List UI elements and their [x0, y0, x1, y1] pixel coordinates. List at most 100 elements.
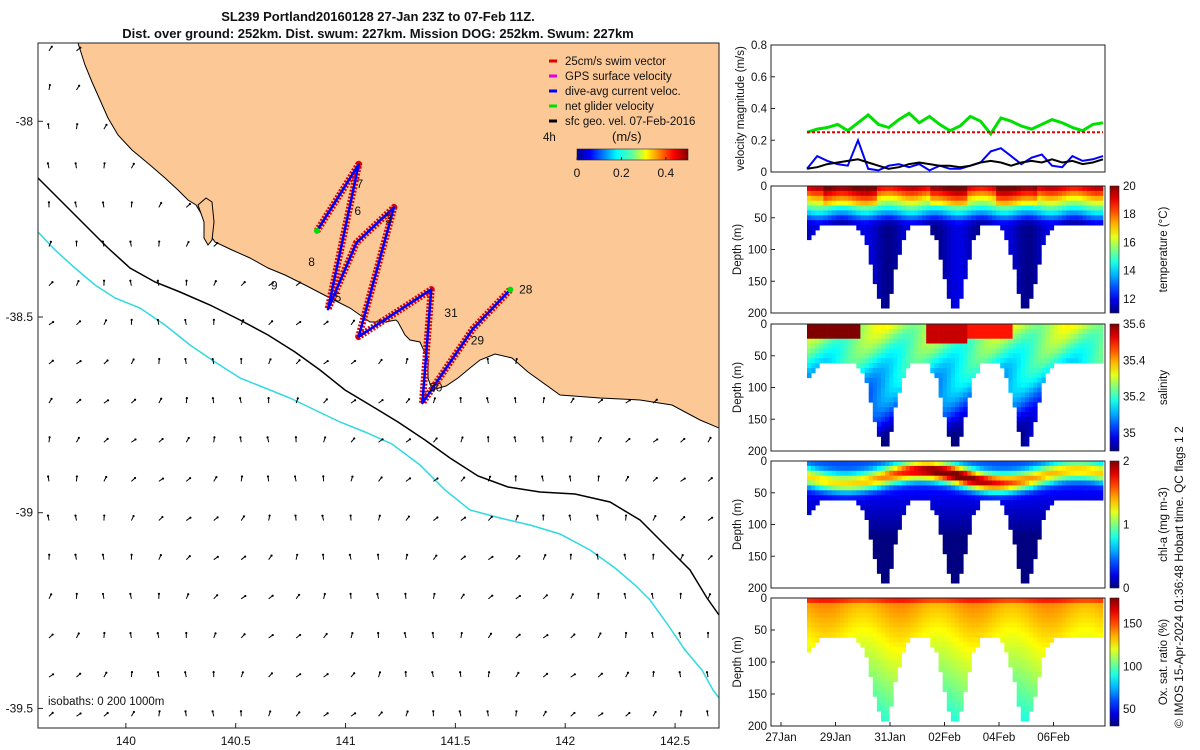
heatmap-cell: [856, 490, 861, 496]
heatmap-cell: [876, 288, 882, 294]
heatmap-cell: [1029, 475, 1034, 481]
heatmap-cell: [959, 701, 964, 707]
heatmap-cell: [996, 186, 1001, 192]
heatmap-cell: [1020, 544, 1026, 550]
heatmap-cell: [881, 662, 886, 668]
heatmap-cell: [876, 657, 882, 663]
heatmap-cell: [950, 278, 956, 285]
heatmap-cell: [963, 612, 968, 619]
geo-vel-arrowhead: [129, 631, 132, 635]
heatmap-cell: [897, 324, 902, 330]
geo-vel-arrowhead: [513, 436, 516, 439]
geo-vel-arrowhead: [408, 477, 412, 480]
heatmap-cell: [905, 627, 911, 633]
heatmap-cell: [876, 480, 882, 486]
heatmap-cell: [885, 368, 890, 374]
heatmap-cell: [942, 411, 948, 418]
heatmap-cell: [1053, 465, 1059, 472]
heatmap-cell: [975, 505, 981, 511]
heatmap-cell: [1061, 495, 1067, 501]
geo-vel-arrowhead: [299, 320, 302, 324]
heatmap-cell: [881, 244, 886, 250]
heatmap-cell: [963, 500, 968, 506]
heatmap-cell: [1020, 490, 1026, 496]
heatmap-cell: [946, 505, 952, 511]
heatmap-cell: [897, 190, 902, 197]
waypoint-label: 28: [519, 283, 533, 297]
heatmap-cell: [1074, 324, 1079, 330]
heatmap-cell: [1033, 490, 1038, 496]
heatmap-cell: [835, 470, 841, 477]
geo-vel-arrowhead: [628, 711, 631, 715]
heatmap-cell: [971, 368, 976, 374]
heatmap-cell: [831, 190, 837, 197]
heatmap-cell: [996, 210, 1001, 216]
heatmap-cell: [971, 205, 976, 211]
heatmap-cell: [827, 220, 833, 226]
heatmap-cell: [1070, 190, 1075, 197]
heatmap-cell: [1041, 475, 1046, 481]
heatmap-cell: [1037, 387, 1042, 393]
heatmap-cell: [1033, 416, 1038, 423]
geo-vel-arrowhead: [706, 631, 710, 635]
heatmap-cell: [876, 353, 882, 359]
heatmap-cell: [823, 338, 828, 344]
heatmap-cell: [950, 303, 956, 309]
heatmap-cell: [819, 348, 824, 354]
heatmap-cell: [1070, 210, 1075, 216]
heatmap-cell: [938, 239, 944, 245]
heatmap-cell: [868, 328, 874, 335]
heatmap-cell: [950, 338, 956, 344]
heatmap-cell: [1024, 607, 1030, 614]
heatmap-cell: [963, 480, 968, 486]
heatmap-cell: [889, 534, 894, 540]
heatmap-cell: [950, 324, 956, 330]
heatmap-cell: [955, 377, 960, 383]
heatmap-cell: [1020, 666, 1026, 673]
heatmap-cell: [905, 324, 911, 330]
heatmap-cell: [1053, 195, 1059, 202]
heatmap-cell: [1041, 637, 1046, 643]
heatmap-cell: [835, 480, 841, 486]
heatmap-cell: [934, 333, 939, 340]
geo-vel-arrowhead: [486, 710, 489, 713]
heatmap-cell: [839, 200, 845, 206]
isobath-shelf: [38, 177, 719, 616]
heatmap-cell: [893, 195, 898, 202]
heatmap-cell: [868, 514, 874, 520]
heatmap-cell: [1012, 244, 1018, 250]
heatmap-cell: [1078, 210, 1083, 216]
heatmap-cell: [942, 500, 948, 506]
heatmap-cell: [807, 470, 812, 477]
heatmap-cell: [942, 215, 948, 221]
heatmap-cell: [1012, 475, 1018, 481]
heatmap-cell: [1049, 200, 1055, 206]
heatmap-cell: [938, 627, 944, 633]
heatmap-cell: [1004, 617, 1009, 623]
heatmap-cell: [885, 426, 890, 432]
heatmap-cell: [1049, 343, 1055, 349]
heatmap-cell: [901, 470, 907, 477]
heatmap-cell: [967, 230, 972, 236]
heatmap-cell: [1012, 225, 1018, 231]
heatmap-cell: [839, 338, 845, 344]
heatmap-cell: [950, 353, 956, 359]
heatmap-cell: [1020, 495, 1026, 501]
heatmap-cell: [918, 622, 923, 628]
geo-vel-arrowhead: [211, 357, 214, 361]
heatmap-cell: [868, 622, 874, 628]
heatmap-cell: [852, 190, 857, 197]
heatmap-cell: [1020, 485, 1026, 491]
heatmap-cell: [1008, 461, 1013, 467]
heatmap-cell: [930, 470, 935, 477]
heatmap-cell: [959, 662, 964, 668]
geo-vel-arrowhead: [160, 201, 163, 205]
heatmap-cell: [860, 328, 865, 335]
heatmap-cell: [872, 627, 878, 633]
heatmap-cell: [979, 328, 985, 335]
heatmap-cell: [942, 200, 948, 206]
heatmap-cell: [1029, 278, 1034, 285]
heatmap-cell: [848, 338, 853, 344]
heatmap-cell: [992, 348, 997, 354]
heatmap-cell: [1033, 225, 1038, 231]
